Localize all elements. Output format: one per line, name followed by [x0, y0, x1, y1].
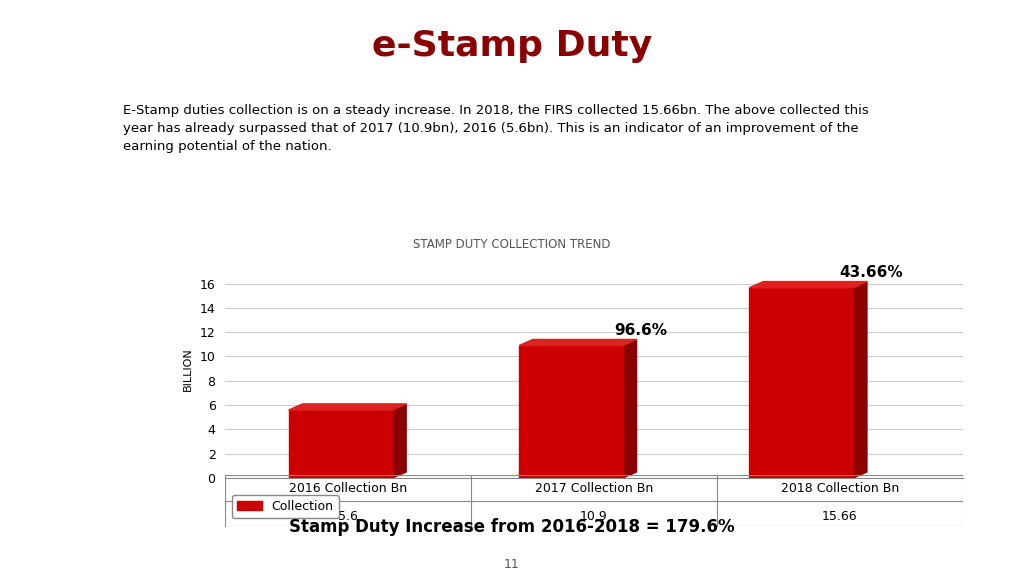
- Polygon shape: [853, 282, 867, 478]
- Bar: [289, 410, 392, 478]
- Polygon shape: [392, 404, 407, 478]
- Polygon shape: [623, 339, 637, 478]
- Text: STAMP DUTY COLLECTION TREND: STAMP DUTY COLLECTION TREND: [414, 237, 610, 251]
- Polygon shape: [519, 339, 637, 346]
- Text: Stamp Duty Increase from 2016-2018 = 179.6%: Stamp Duty Increase from 2016-2018 = 179…: [289, 518, 735, 536]
- Polygon shape: [289, 404, 407, 410]
- Text: 11: 11: [504, 558, 520, 571]
- Text: 96.6%: 96.6%: [614, 323, 668, 338]
- Legend: Collection: Collection: [231, 495, 339, 518]
- Text: 10.9: 10.9: [580, 510, 608, 523]
- Text: e-Stamp Duty: e-Stamp Duty: [372, 29, 652, 63]
- Text: 15.66: 15.66: [822, 510, 857, 523]
- Text: 2018 Collection Bn: 2018 Collection Bn: [780, 482, 899, 495]
- Text: 2017 Collection Bn: 2017 Collection Bn: [535, 482, 653, 495]
- Text: E-Stamp duties collection is on a steady increase. In 2018, the FIRS collected 1: E-Stamp duties collection is on a steady…: [123, 104, 868, 153]
- Text: 5.6: 5.6: [338, 510, 358, 523]
- Y-axis label: BILLION: BILLION: [182, 347, 193, 391]
- Text: 2016 Collection Bn: 2016 Collection Bn: [289, 482, 408, 495]
- Polygon shape: [750, 282, 867, 287]
- Bar: [519, 346, 623, 478]
- Text: 43.66%: 43.66%: [840, 265, 903, 280]
- Bar: [750, 287, 853, 478]
